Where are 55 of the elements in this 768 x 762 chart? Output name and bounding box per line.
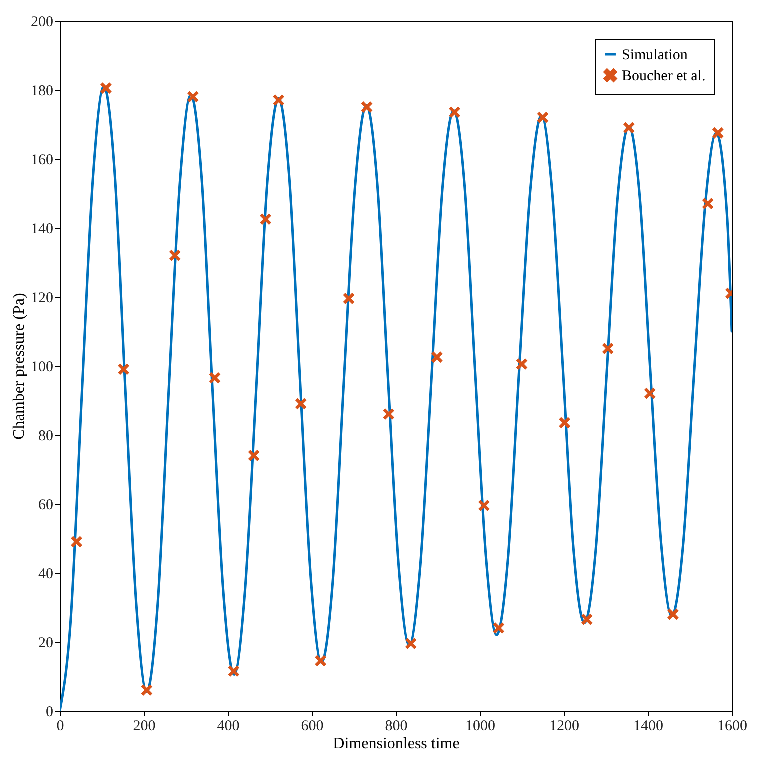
point <box>118 364 130 376</box>
y-tick-label: 100 <box>31 360 54 376</box>
point <box>431 352 443 364</box>
point <box>169 250 181 262</box>
point <box>493 622 505 634</box>
point <box>478 500 490 512</box>
point <box>405 638 417 650</box>
x-tick-label: 1000 <box>466 718 496 734</box>
point <box>141 684 153 696</box>
point <box>449 106 460 118</box>
y-tick-label: 40 <box>38 566 54 582</box>
x-tick-label: 200 <box>133 718 156 734</box>
point <box>712 127 724 139</box>
y-axis-title: Chamber pressure (Pa) <box>11 293 28 440</box>
point <box>343 293 355 304</box>
x-tick-label: 1400 <box>634 718 664 734</box>
y-tick-label: 120 <box>31 290 54 306</box>
x-axis-title: Dimensionless time <box>333 736 460 752</box>
y-tick-label: 180 <box>31 84 54 100</box>
y-tick-label: 20 <box>38 636 54 652</box>
x-tick-label: 400 <box>217 718 240 734</box>
y-tick-label: 60 <box>38 498 54 514</box>
x-tick-label: 800 <box>385 718 408 734</box>
point <box>602 343 614 354</box>
point <box>559 417 571 429</box>
y-tick-label: 160 <box>31 152 54 168</box>
point <box>248 450 260 462</box>
point <box>100 82 112 94</box>
point <box>383 408 395 420</box>
point <box>273 94 285 106</box>
point <box>702 198 714 210</box>
point <box>260 214 272 226</box>
point <box>209 372 221 384</box>
point <box>623 122 635 134</box>
x-tick-label: 1200 <box>550 718 580 734</box>
point <box>295 398 307 410</box>
x-tick-label: 0 <box>56 718 64 734</box>
legend-label: Boucher et al. <box>622 68 706 84</box>
point <box>71 536 82 548</box>
point <box>537 112 549 124</box>
y-tick-label: 200 <box>31 14 54 30</box>
point <box>644 388 656 400</box>
point <box>361 102 373 113</box>
legend-label: Simulation <box>622 48 688 64</box>
y-tick-label: 80 <box>38 428 54 444</box>
y-tick-label: 140 <box>31 222 54 238</box>
point <box>315 655 327 667</box>
point <box>581 614 593 626</box>
x-tick-label: 600 <box>301 718 324 734</box>
x-tick-label: 1600 <box>718 718 748 734</box>
point <box>668 608 679 620</box>
point <box>228 666 240 678</box>
y-tick-label: 0 <box>46 704 54 720</box>
point <box>187 91 199 103</box>
point <box>516 358 528 370</box>
